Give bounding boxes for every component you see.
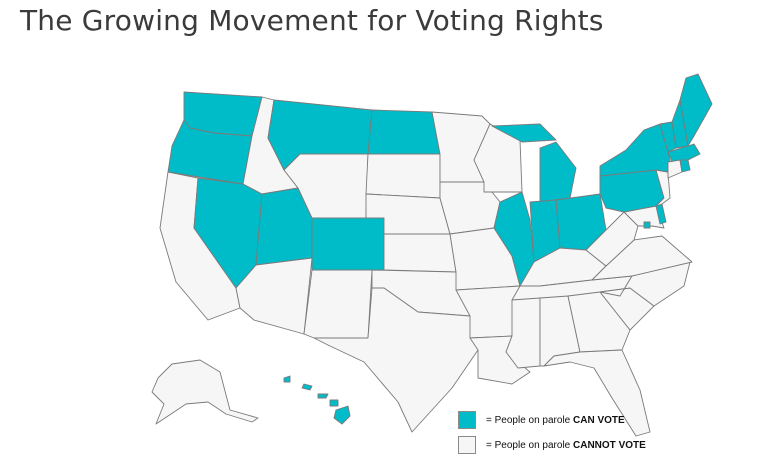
state-texas [313, 287, 479, 433]
state-hawaii-3 [317, 393, 329, 399]
state-new-mexico [303, 269, 373, 339]
state-florida [543, 349, 651, 437]
state-connecticut [667, 159, 683, 179]
state-kansas [383, 233, 457, 273]
state-michigan [539, 141, 577, 203]
legend-swatch-can-vote [458, 411, 476, 429]
state-alaska [151, 359, 259, 425]
legend-item-cannot-vote: = People on parole CANNOT VOTE [458, 435, 646, 455]
legend-item-can-vote: = People on parole CAN VOTE [458, 410, 625, 430]
page-title: The Growing Movement for Voting Rights [20, 4, 604, 37]
state-south-dakota [365, 153, 441, 199]
state-michigan-upper [491, 123, 557, 143]
state-hawaii-4 [329, 399, 339, 407]
legend-label-can-vote: = People on parole [486, 414, 574, 426]
state-hawaii-1 [283, 375, 291, 383]
legend-status-can-vote: CAN VOTE [573, 414, 625, 426]
legend-label-cannot-vote: = People on parole [486, 439, 574, 451]
legend-swatch-cannot-vote [458, 436, 476, 454]
state-colorado [311, 217, 385, 271]
state-new-york [599, 123, 673, 177]
state-dc [643, 221, 651, 229]
state-rhode-island [679, 159, 691, 173]
state-pennsylvania [599, 169, 665, 213]
state-hawaii-2 [301, 383, 313, 391]
legend-status-cannot-vote: CANNOT VOTE [573, 439, 646, 451]
state-north-dakota [367, 109, 441, 155]
state-hawaii-5 [333, 405, 351, 425]
state-georgia [567, 291, 631, 353]
